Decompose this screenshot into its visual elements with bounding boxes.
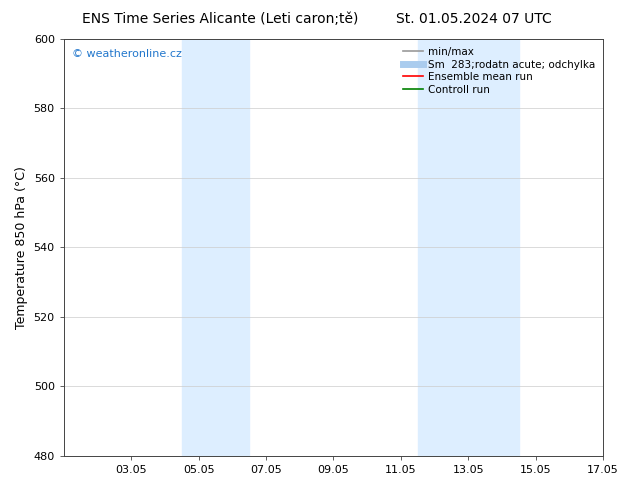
Text: © weatheronline.cz: © weatheronline.cz bbox=[72, 49, 182, 59]
Bar bbox=[418, 39, 519, 456]
Bar bbox=[182, 39, 249, 456]
Text: St. 01.05.2024 07 UTC: St. 01.05.2024 07 UTC bbox=[396, 12, 552, 26]
Y-axis label: Temperature 850 hPa (°C): Temperature 850 hPa (°C) bbox=[15, 166, 28, 329]
Text: ENS Time Series Alicante (Leti caron;tě): ENS Time Series Alicante (Leti caron;tě) bbox=[82, 12, 359, 26]
Legend: min/max, Sm  283;rodatn acute; odchylka, Ensemble mean run, Controll run: min/max, Sm 283;rodatn acute; odchylka, … bbox=[399, 44, 598, 98]
